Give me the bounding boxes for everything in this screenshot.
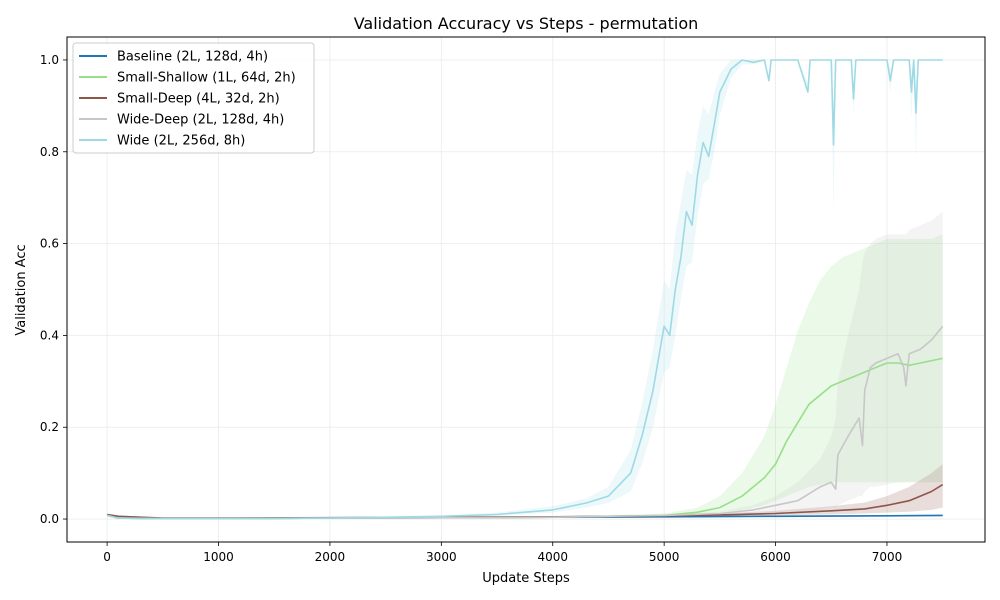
legend-label-1: Baseline (2L, 128d, 4h) [117, 50, 268, 65]
legend-label-5: Wide (2L, 256d, 8h) [117, 134, 245, 149]
y-tick-label: 0.6 [40, 237, 59, 251]
legend: Baseline (2L, 128d, 4h) Small-Shallow (1L… [72, 42, 315, 154]
x-tick-label: 5000 [649, 550, 680, 564]
line-series-4 [106, 325, 944, 520]
legend-label-3: Small-Deep (4L, 32d, 2h) [117, 92, 280, 107]
y-axis-ticks: 0.0 0.2 0.4 0.6 0.8 1.0 [40, 53, 67, 526]
legend-label-2: Small-Shallow (1L, 64d, 2h) [117, 71, 296, 86]
band-series-4 [107, 211, 943, 519]
x-tick-label: 1000 [203, 550, 234, 564]
x-tick-label: 0 [103, 550, 111, 564]
series-lines [106, 59, 944, 520]
band-series-3 [107, 464, 943, 519]
y-tick-label: 0.8 [40, 145, 59, 159]
y-tick-label: 0.0 [40, 512, 59, 526]
band-series-2 [107, 234, 943, 519]
x-tick-label: 7000 [872, 550, 903, 564]
x-axis-label: Update Steps [482, 571, 570, 586]
x-tick-label: 2000 [315, 550, 346, 564]
y-axis-label: Validation Acc [14, 244, 29, 335]
legend-label-4: Wide-Deep (2L, 128d, 4h) [117, 113, 284, 128]
x-axis-ticks: 0 1000 2000 3000 4000 5000 6000 7000 [103, 542, 902, 564]
y-tick-label: 1.0 [40, 53, 59, 67]
line-series-5 [106, 59, 943, 520]
plot-area-frame [66, 36, 986, 543]
chart-title: Validation Accuracy vs Steps - permutati… [354, 14, 699, 33]
x-tick-label: 3000 [426, 550, 457, 564]
legend-box [72, 42, 315, 154]
x-tick-label: 4000 [537, 550, 568, 564]
y-tick-label: 0.2 [40, 420, 59, 434]
x-tick-label: 6000 [760, 550, 791, 564]
y-tick-label: 0.4 [40, 328, 59, 342]
